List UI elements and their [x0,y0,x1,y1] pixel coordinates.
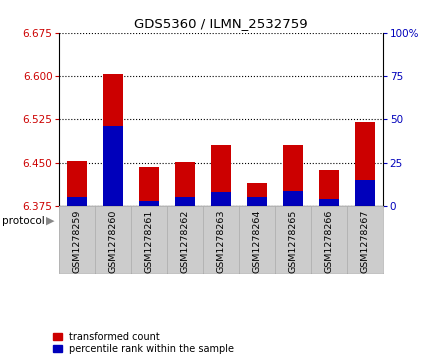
Text: protocol: protocol [2,216,45,226]
Bar [319,199,339,206]
Bar [67,161,87,206]
Bar [139,167,159,206]
FancyBboxPatch shape [167,208,383,234]
Bar [175,162,195,206]
Text: Csnk1a1 knockdown: Csnk1a1 knockdown [218,216,332,226]
Bar [175,197,195,206]
Text: GSM1278262: GSM1278262 [181,209,190,273]
Text: GSM1278265: GSM1278265 [289,209,297,273]
Bar [67,197,87,206]
Bar [319,170,339,206]
Bar [139,201,159,206]
Bar [211,192,231,206]
Bar [211,146,231,206]
Text: control: control [94,216,132,226]
Text: GSM1278264: GSM1278264 [253,209,261,273]
Text: GSM1278263: GSM1278263 [216,209,226,273]
Bar [283,191,303,206]
Text: GSM1278259: GSM1278259 [73,209,82,273]
Text: GSM1278266: GSM1278266 [324,209,334,273]
Bar [355,122,375,206]
Text: GSM1278261: GSM1278261 [145,209,154,273]
Text: ▶: ▶ [46,216,55,226]
Bar [247,197,267,206]
FancyBboxPatch shape [59,208,167,234]
Bar [283,146,303,206]
Bar [103,126,123,206]
Legend: transformed count, percentile rank within the sample: transformed count, percentile rank withi… [49,328,238,358]
Text: GSM1278267: GSM1278267 [360,209,369,273]
Bar [247,183,267,206]
Title: GDS5360 / ILMN_2532759: GDS5360 / ILMN_2532759 [134,17,308,30]
Bar [103,74,123,206]
Text: GSM1278260: GSM1278260 [109,209,118,273]
Bar [355,180,375,206]
